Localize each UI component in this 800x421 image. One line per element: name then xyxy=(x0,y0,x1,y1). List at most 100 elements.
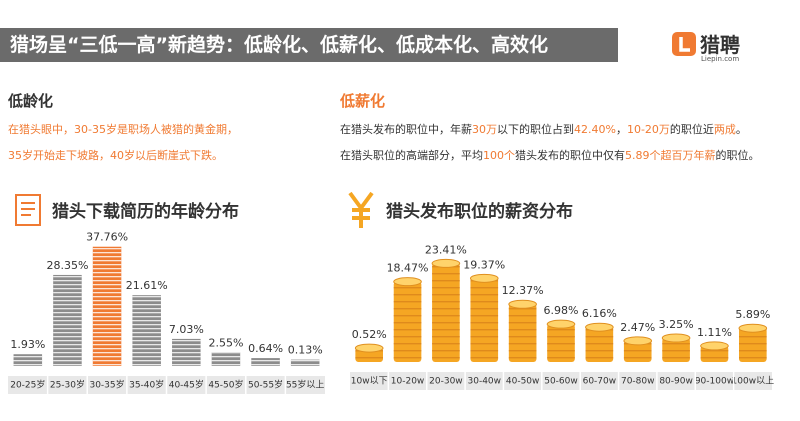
coin-top xyxy=(738,323,768,333)
bar-stripes xyxy=(92,246,122,366)
coin-top xyxy=(393,277,422,287)
x-tick-label: 40-45岁 xyxy=(169,379,204,391)
x-tick-label: 20-25岁 xyxy=(10,379,45,391)
section-line: 在猎头职位的高端部分，平均100个猎头发布的职位中仅有5.89个超百万年薪的职位… xyxy=(340,147,760,163)
x-tick-label: 50-60w xyxy=(544,377,578,387)
bar-stripes xyxy=(470,278,499,362)
axis-label-band xyxy=(350,372,772,390)
value-label: 1.11% xyxy=(697,326,732,339)
section-heading: 低薪化 xyxy=(340,92,386,110)
value-label: 7.03% xyxy=(169,323,204,336)
value-label: 12.37% xyxy=(502,284,544,297)
value-label: 2.47% xyxy=(620,321,655,334)
x-tick-label: 50-55岁 xyxy=(248,379,283,391)
body-text: 在猎头职位的高端部分，平均 xyxy=(340,149,483,162)
logo-glyph xyxy=(679,37,690,52)
value-label: 28.35% xyxy=(46,259,88,272)
chart-title: 猎头下载简历的年龄分布 xyxy=(52,201,239,222)
coin-top xyxy=(585,322,614,332)
coin-top xyxy=(546,319,576,329)
section-line: 35岁开始走下坡路，40岁以后断崖式下跌。 xyxy=(8,147,223,163)
bar-stripes xyxy=(547,324,575,362)
coin-top xyxy=(623,336,653,346)
value-label: 37.76% xyxy=(86,231,128,244)
value-label: 0.52% xyxy=(352,328,387,341)
x-tick-label: 100w以上 xyxy=(732,376,775,387)
x-tick-label: 70-80w xyxy=(621,377,655,387)
highlight-text: 5.89个超百万年薪 xyxy=(625,149,716,162)
bar-stripes xyxy=(211,352,241,366)
bar-stripes xyxy=(432,263,460,362)
value-label: 0.64% xyxy=(248,342,283,355)
value-label: 6.98% xyxy=(544,304,579,317)
logo-url: Liepin.com xyxy=(701,55,740,63)
paper-icon xyxy=(15,194,41,226)
x-tick-label: 20-30w xyxy=(429,377,463,387)
body-text: 。 xyxy=(735,123,747,136)
value-label: 3.25% xyxy=(659,318,694,331)
value-label: 19.37% xyxy=(463,258,505,271)
section-line: 在猎头眼中，30-35岁是职场人被猎的黄金期， xyxy=(8,121,238,137)
x-tick-label: 55岁以上 xyxy=(286,379,324,391)
body-text: 猎头发布的职位中仅有 xyxy=(515,149,625,162)
yen-icon xyxy=(348,191,374,228)
bar-stripes xyxy=(585,327,614,362)
bar-stripes xyxy=(132,295,161,366)
value-label: 6.16% xyxy=(582,307,617,320)
logo-icon xyxy=(672,32,696,56)
x-tick-label: 10w以下 xyxy=(351,377,388,387)
coin-top xyxy=(469,273,499,283)
x-tick-label: 60-70w xyxy=(583,377,617,387)
highlight-text: 42.40% xyxy=(574,123,616,136)
value-label: 18.47% xyxy=(387,262,429,275)
bar-stripes xyxy=(172,338,201,366)
header-title: 猎场呈“三低一高”新趋势：低龄化、低薪化、低成本化、高效化 xyxy=(0,28,618,62)
body-text: 的职位。 xyxy=(715,149,760,162)
body-text: 以下的职位占到 xyxy=(497,123,574,136)
x-tick-label: 30-35岁 xyxy=(89,379,124,391)
value-label: 5.89% xyxy=(735,308,770,321)
x-tick-label: 80-90w xyxy=(659,377,693,387)
bar-stripes xyxy=(508,304,537,362)
bar-stripes xyxy=(623,340,652,362)
highlight-text: 30万 xyxy=(472,123,497,136)
x-tick-label: 40-50w xyxy=(506,377,540,387)
section-heading: 低龄化 xyxy=(8,92,54,110)
bar-stripes xyxy=(251,358,280,366)
coin-top xyxy=(508,299,537,309)
highlight-text: 100个 xyxy=(483,149,515,162)
highlight-text: 10-20万 xyxy=(626,123,670,136)
bar-stripes xyxy=(700,345,729,362)
x-tick-label: 90-100w xyxy=(695,377,734,387)
x-tick-label: 45-50岁 xyxy=(208,379,243,391)
bar-stripes xyxy=(393,281,422,362)
value-label: 0.13% xyxy=(288,344,323,357)
coin-top xyxy=(431,258,461,268)
body-text: 35岁开始走下坡路，40岁以后断崖式下跌。 xyxy=(8,149,223,162)
chart-title: 猎头发布职位的薪资分布 xyxy=(386,201,573,222)
bar-stripes xyxy=(53,274,82,366)
logo-l xyxy=(679,37,690,52)
body-text: 在猎头发布的职位中，年薪 xyxy=(340,123,472,136)
logo-text: 猎聘 xyxy=(700,33,740,57)
x-tick-label: 10-20w xyxy=(391,377,425,387)
x-tick-label: 30-40w xyxy=(468,377,502,387)
x-tick-label: 25-30岁 xyxy=(50,379,85,391)
coin-top xyxy=(661,333,691,343)
coin-top xyxy=(354,343,384,353)
x-tick-label: 35-40岁 xyxy=(129,379,164,391)
bar-stripes xyxy=(13,354,43,366)
body-text: 的职位近 xyxy=(669,123,714,136)
value-label: 21.61% xyxy=(126,279,168,292)
bar-stripes xyxy=(739,328,767,362)
yen-v xyxy=(348,191,374,212)
value-label: 2.55% xyxy=(208,336,243,349)
coin-top xyxy=(700,341,729,351)
highlight-text: 两成 xyxy=(713,123,736,136)
body-text: ， xyxy=(615,123,627,136)
value-label: 23.41% xyxy=(425,243,467,256)
section-line: 在猎头发布的职位中，年薪30万以下的职位占到42.40%，10-20万的职位近两… xyxy=(340,121,747,137)
bar-stripes xyxy=(290,359,320,366)
